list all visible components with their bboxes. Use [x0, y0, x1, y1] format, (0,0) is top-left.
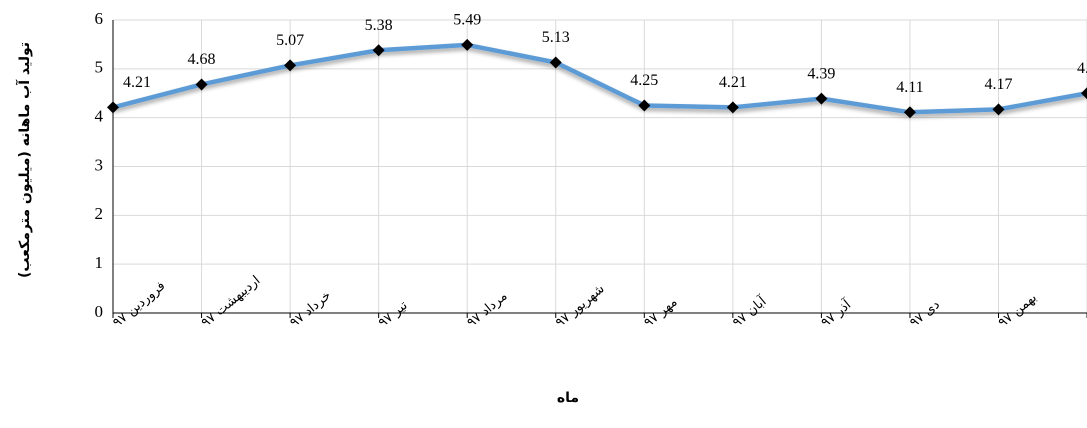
- data-point: [195, 78, 208, 91]
- x-tick-label: شهریور ۹۷: [553, 281, 608, 330]
- x-tick-label: فروردین ۹۷: [110, 279, 168, 331]
- data-point: [284, 59, 297, 72]
- data-point: [107, 101, 119, 114]
- data-point: [372, 44, 385, 57]
- y-tick-label: 5: [95, 58, 104, 77]
- data-label: 5.38: [365, 17, 393, 34]
- data-point: [815, 92, 828, 105]
- y-tick-label: 3: [95, 155, 104, 174]
- data-label: 4.25: [630, 72, 658, 89]
- data-label: 4.68: [188, 51, 216, 68]
- x-tick-label: تیر ۹۷: [376, 298, 411, 331]
- data-label: 5.13: [542, 29, 570, 46]
- y-axis-title: تولید آب ماهانه (میلیون مترمکعب): [15, 42, 33, 278]
- data-point: [461, 38, 474, 51]
- x-tick-label: دی ۹۷: [907, 297, 943, 331]
- data-label: 4.11: [896, 79, 923, 96]
- x-tick-label: خرداد ۹۷: [287, 288, 334, 331]
- data-point: [992, 103, 1005, 116]
- y-tick-label: 2: [95, 204, 104, 223]
- data-point: [1081, 87, 1087, 100]
- data-point: [903, 106, 916, 119]
- data-label: 4.21: [719, 74, 747, 91]
- data-point: [726, 101, 739, 114]
- y-tick-label: 6: [95, 9, 104, 28]
- data-point: [549, 56, 562, 69]
- y-tick-label: 4: [95, 107, 104, 126]
- data-label: 4.21: [123, 74, 151, 91]
- x-tick-label: آبان ۹۷: [729, 292, 771, 331]
- data-label: 4.39: [807, 65, 835, 82]
- x-tick-label: بهمن ۹۷: [996, 290, 1040, 330]
- data-label: 4.17: [985, 76, 1013, 93]
- data-point: [638, 99, 651, 112]
- y-tick-label: 1: [95, 253, 104, 272]
- x-axis-title: ماه: [557, 390, 579, 406]
- data-label: 5.49: [453, 12, 481, 29]
- data-line: [112, 42, 1087, 115]
- y-tick-label: 0: [95, 302, 104, 321]
- data-label: 5.07: [276, 32, 304, 49]
- data-label: 4.5: [1077, 60, 1087, 77]
- x-tick-label: اردیبهشت ۹۷: [199, 273, 264, 331]
- x-tick-label: مرداد ۹۷: [464, 289, 510, 331]
